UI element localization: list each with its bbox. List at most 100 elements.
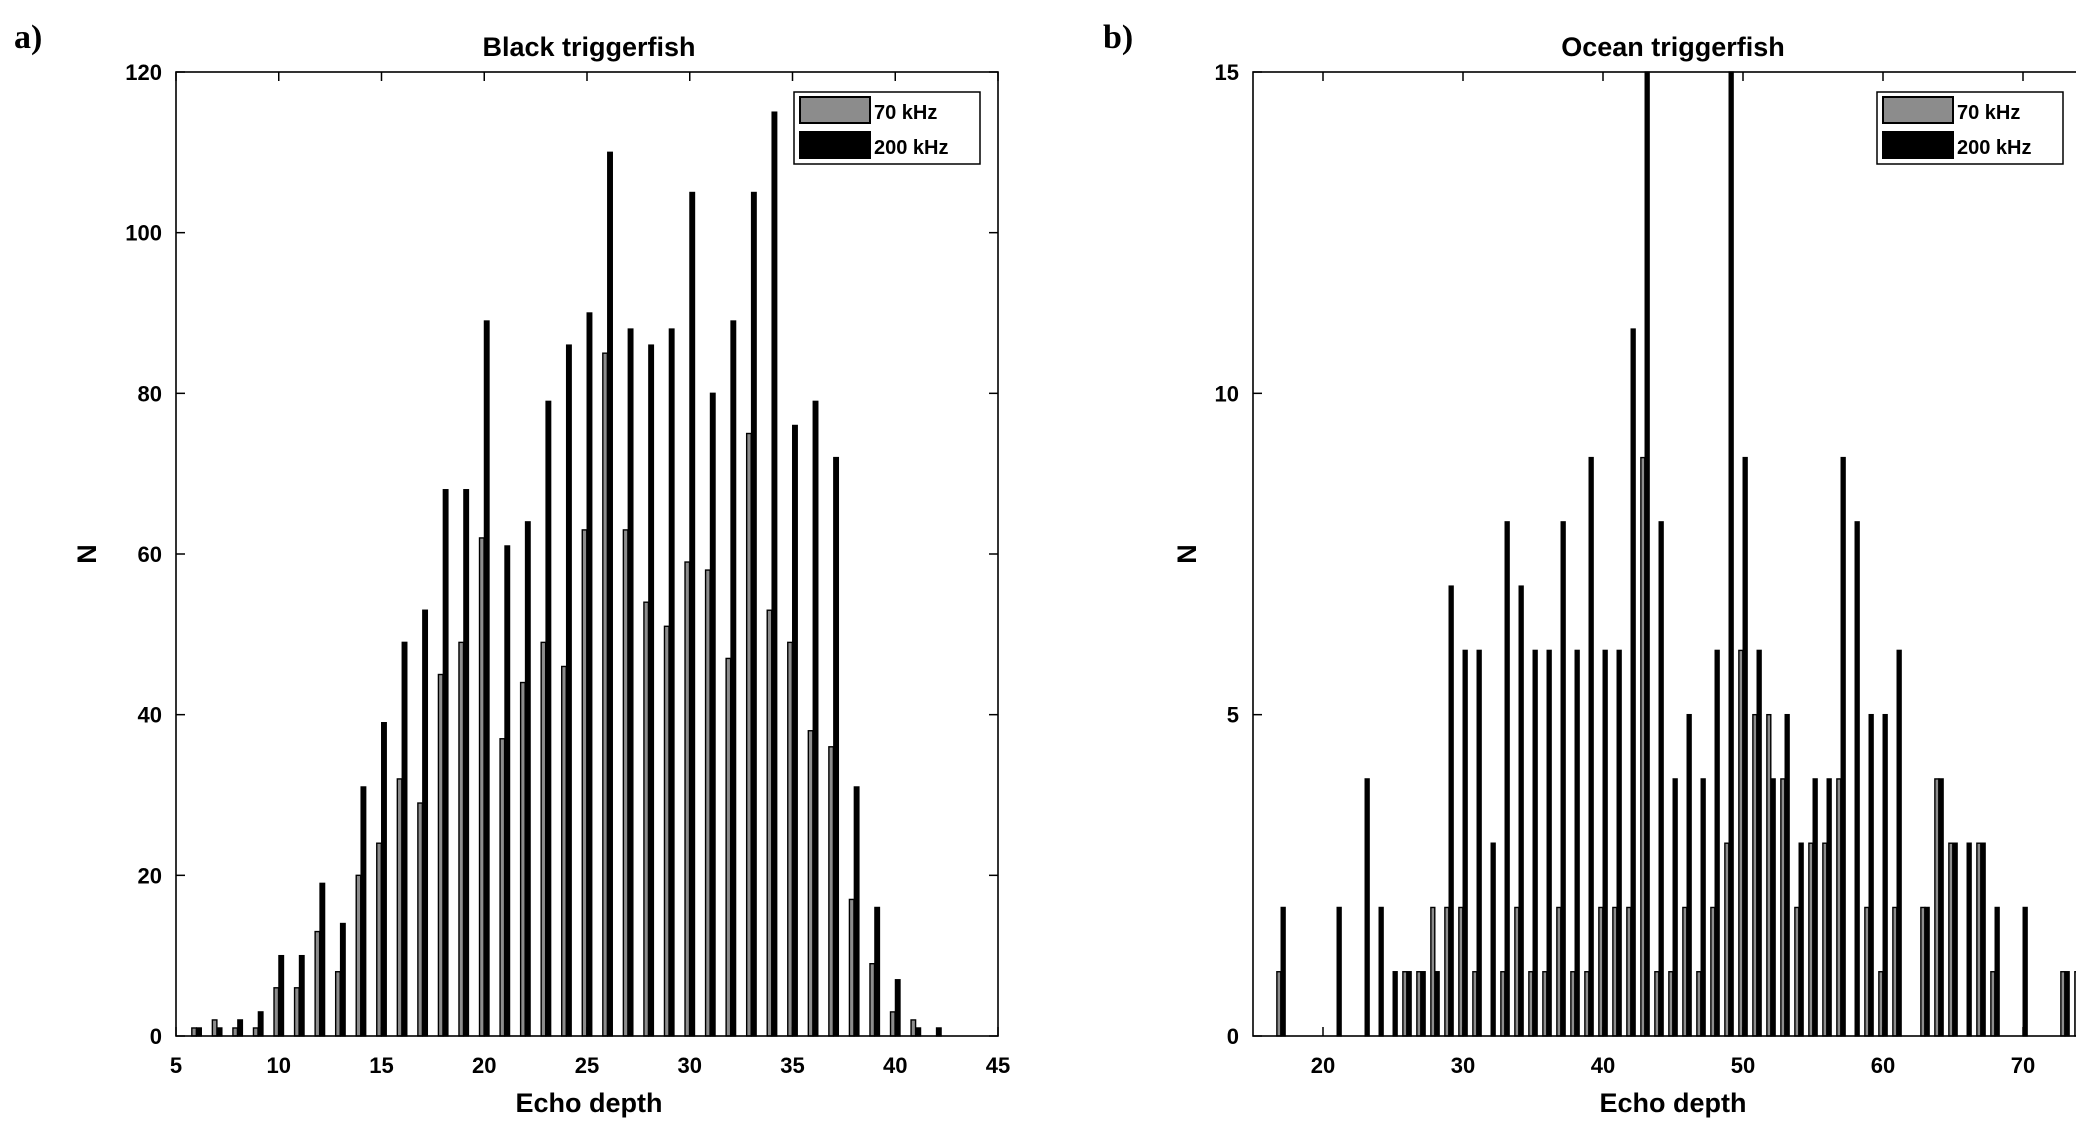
panel-b-bar-70khz-52 [1766, 713, 1772, 1037]
panel-a-title: Black triggerfish [482, 32, 695, 62]
panel-b-bar-70khz-50 [1738, 649, 1744, 1037]
panel-b-bar-70khz-53 [1780, 778, 1786, 1037]
panel-b-bar-200khz-21 [1336, 906, 1342, 1037]
panel-b-bar-200khz-47 [1700, 778, 1706, 1037]
panel-b-bar-70khz-41 [1612, 906, 1618, 1037]
panel-a-bar-70khz-14 [355, 874, 362, 1037]
panel-a-xtick-label-25: 25 [575, 1053, 599, 1078]
panel-a-bar-200khz-7 [216, 1027, 223, 1037]
panel-b-legend-label-70: 70 kHz [1957, 102, 2020, 124]
panel-a-bar-70khz-21 [499, 738, 506, 1037]
panel-b-bar-200khz-26 [1406, 971, 1412, 1037]
panel-a-legend-swatch-200 [799, 131, 871, 159]
panel-b-bar-200khz-33 [1504, 521, 1510, 1037]
panel-b: b) Ocean triggerfish 20 30 40 50 60 70051015 … [1103, 19, 2076, 1118]
panel-b-bar-70khz-59 [1864, 906, 1870, 1037]
panel-a-legend: 70 kHz 200 kHz [793, 91, 981, 165]
panel-b-plot-frame [1252, 71, 2076, 1037]
panel-a-bar-70khz-37 [828, 746, 835, 1037]
panel-a-bar-200khz-38 [853, 786, 860, 1037]
panel-a-bar-200khz-18 [442, 489, 449, 1037]
panel-b-bar-200khz-40 [1602, 649, 1608, 1037]
panel-b-bar-70khz-39 [1584, 971, 1590, 1037]
panel-b-bar-70khz-28 [1430, 906, 1436, 1037]
panel-b-ylabel: N [1172, 544, 1202, 564]
panel-b-bar-200khz-43 [1644, 71, 1650, 1037]
panel-b-bar-200khz-41 [1616, 649, 1622, 1037]
panel-b-bar-70khz-74 [2074, 971, 2076, 1037]
panel-b-bar-70khz-65 [1948, 842, 1954, 1037]
panel-a-ylabel: N [72, 544, 102, 564]
panel-b-bar-70khz-29 [1444, 906, 1450, 1037]
panel-b-xtick-label-30: 30 [1451, 1053, 1475, 1078]
panel-a-bar-70khz-41 [910, 1019, 917, 1037]
panel-b-bar-200khz-45 [1672, 778, 1678, 1037]
panel-b-bar-70khz-30 [1458, 906, 1464, 1037]
panel-b-bar-200khz-38 [1574, 649, 1580, 1037]
panel-b-bar-70khz-55 [1808, 842, 1814, 1037]
panel-a-bar-200khz-31 [709, 392, 716, 1037]
panel-a-bar-70khz-15 [376, 842, 382, 1037]
panel-a-bar-200khz-32 [730, 320, 737, 1037]
panel-b-bar-200khz-52 [1770, 778, 1776, 1037]
panel-a-bar-70khz-13 [334, 971, 341, 1037]
panel-b-bar-70khz-60 [1878, 971, 1884, 1037]
panel-a-bar-70khz-17 [417, 802, 424, 1037]
panel-a-legend-swatch-70 [799, 96, 871, 124]
panel-b-bar-200khz-25 [1392, 971, 1398, 1037]
panel-b-bars [1276, 71, 2076, 1037]
panel-a-bar-70khz-32 [725, 657, 732, 1037]
panel-b-bar-70khz-27 [1416, 971, 1422, 1037]
panel-b-bar-200khz-65 [1952, 842, 1958, 1037]
panel-b-bar-70khz-57 [1836, 778, 1842, 1037]
panel-a: a) Black triggerfish 5 10 15 20 25 30 35 40 45 0 2… [14, 19, 1010, 1118]
panel-b-bar-200khz-51 [1756, 649, 1762, 1037]
panel-b-bar-200khz-55 [1812, 778, 1818, 1037]
panel-a-bar-70khz-19 [458, 641, 465, 1037]
panel-a-bar-70khz-6 [191, 1027, 198, 1037]
panel-b-bar-200khz-49 [1728, 71, 1734, 1037]
panel-a-ytick-label-100: 100 [125, 221, 162, 246]
panel-a-bar-200khz-11 [298, 954, 305, 1037]
panel-b-bar-200khz-64 [1938, 778, 1944, 1037]
panel-a-bar-70khz-30 [684, 561, 691, 1037]
panel-b-bar-200khz-60 [1882, 713, 1888, 1037]
panel-b-bar-70khz-48 [1710, 906, 1716, 1037]
panel-b-ytick-label-5: 5 [1227, 703, 1239, 728]
panel-b-letter: b) [1103, 19, 1133, 56]
panel-a-bar-200khz-34 [771, 111, 778, 1037]
panel-b-xtick-label-50: 50 [1731, 1053, 1755, 1078]
panel-a-bar-200khz-15 [381, 722, 387, 1037]
panel-a-bar-70khz-20 [478, 537, 485, 1037]
panel-a-bar-200khz-8 [237, 1019, 244, 1037]
panel-b-ytick-label-10: 10 [1215, 381, 1239, 406]
panel-b-legend-label-200: 200 kHz [1957, 137, 2032, 159]
panel-a-plot-frame [175, 71, 999, 1037]
panel-a-bar-200khz-13 [339, 922, 346, 1037]
panel-a-letter: a) [14, 19, 42, 56]
panel-b-xtick-label-60: 60 [1871, 1053, 1895, 1078]
panel-a-ytick-label-40: 40 [138, 703, 162, 728]
panel-a-xtick-label-45: 45 [986, 1053, 1010, 1078]
panel-b-bar-70khz-51 [1752, 713, 1758, 1037]
panel-a-bar-70khz-9 [252, 1027, 259, 1037]
panel-b-bar-200khz-63 [1924, 906, 1930, 1037]
panel-b-bar-200khz-29 [1448, 585, 1454, 1037]
panel-b-bar-70khz-34 [1514, 906, 1520, 1037]
panel-a-bar-200khz-29 [668, 328, 675, 1037]
panel-b-bar-200khz-56 [1826, 778, 1832, 1037]
panel-b-bar-200khz-66 [1966, 842, 1972, 1037]
panel-b-bar-70khz-64 [1934, 778, 1940, 1037]
panel-a-bar-200khz-24 [565, 344, 572, 1037]
panel-a-bars [191, 111, 942, 1037]
panel-a-bar-200khz-10 [278, 954, 285, 1037]
panel-b-bar-200khz-46 [1686, 713, 1692, 1037]
panel-b-bar-200khz-57 [1840, 456, 1846, 1037]
panel-a-bar-200khz-20 [483, 320, 490, 1037]
panel-a-bar-70khz-12 [314, 930, 321, 1037]
panel-a-bar-70khz-16 [396, 778, 403, 1037]
panel-b-bar-200khz-42 [1630, 328, 1636, 1037]
panel-b-ytick-label-0: 0 [1227, 1024, 1239, 1049]
panel-b-bar-200khz-30 [1462, 649, 1468, 1037]
panel-a-bar-200khz-12 [319, 882, 326, 1037]
